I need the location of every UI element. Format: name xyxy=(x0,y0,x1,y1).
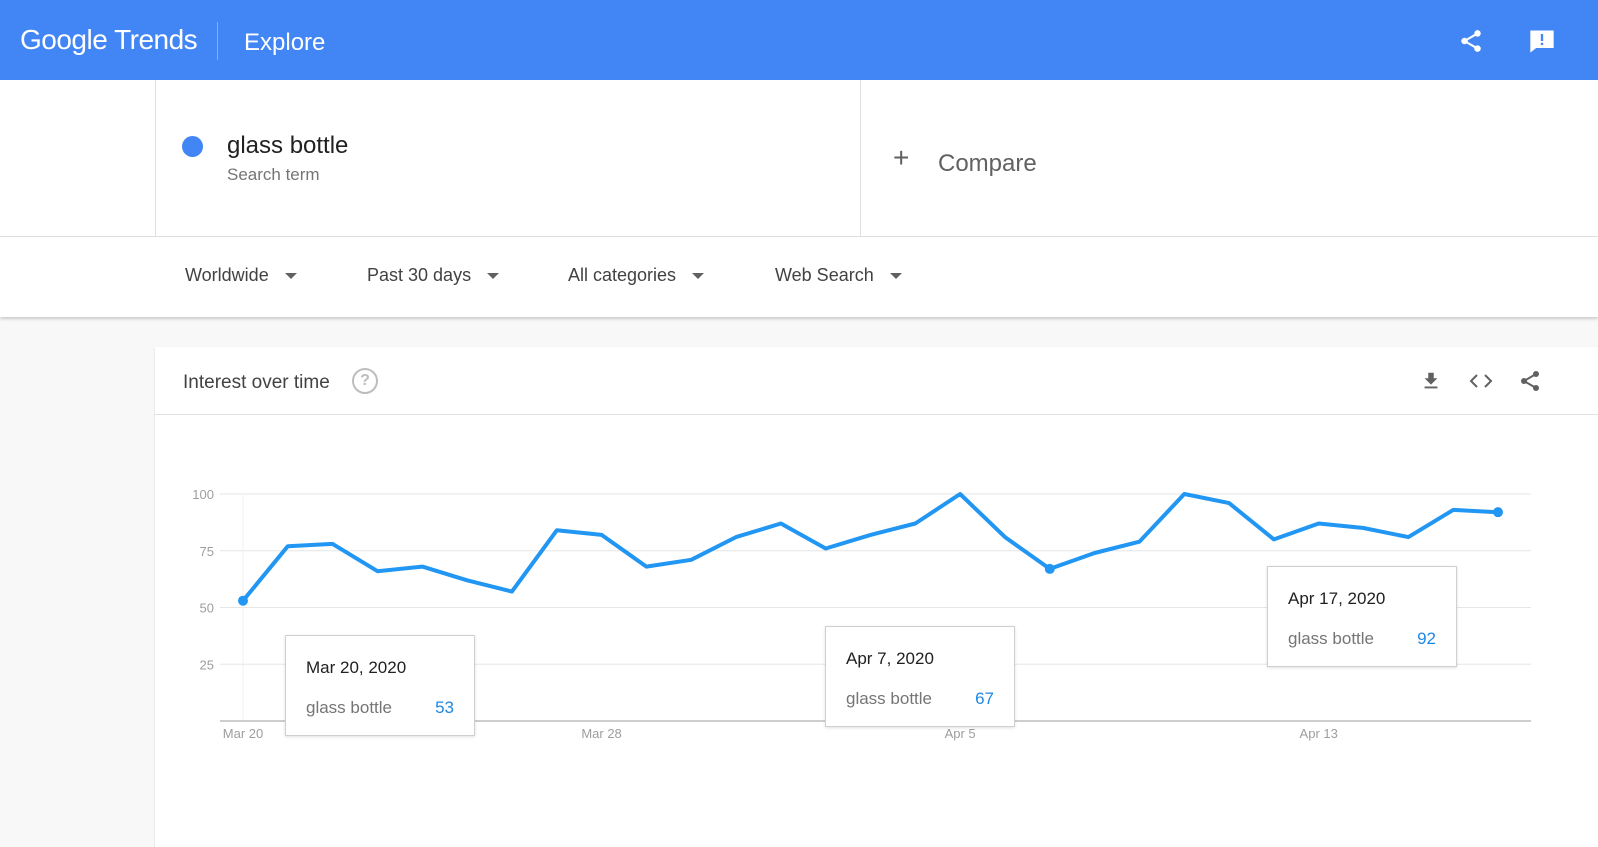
tooltip-date: Mar 20, 2020 xyxy=(306,658,407,677)
search-term-card[interactable]: glass bottle Search term xyxy=(155,80,861,237)
card-header: Interest over time ? xyxy=(155,347,1598,415)
dropdown-caret-icon xyxy=(692,272,705,279)
plus-icon: + xyxy=(893,142,910,173)
share-icon[interactable] xyxy=(1456,26,1486,56)
card-title: Interest over time xyxy=(183,372,330,393)
category-label: All categories xyxy=(568,265,677,285)
page-title: Explore xyxy=(244,29,326,56)
google-trends-logo[interactable]: Google Trends xyxy=(20,24,198,55)
region-dropdown[interactable]: Worldwide xyxy=(185,265,297,286)
search-type-dropdown[interactable]: Web Search xyxy=(775,265,902,286)
chart-tooltip: Apr 7, 2020 glass bottle 67 xyxy=(825,626,1015,727)
time-range-label: Past 30 days xyxy=(367,265,472,285)
dropdown-caret-icon xyxy=(284,272,297,279)
help-icon[interactable]: ? xyxy=(352,368,378,394)
tooltip-term: glass bottle xyxy=(1288,629,1374,648)
region-label: Worldwide xyxy=(185,265,269,285)
card-share-icon[interactable] xyxy=(1516,367,1544,395)
tooltip-date: Apr 17, 2020 xyxy=(1288,589,1386,608)
tooltip-value: 67 xyxy=(975,689,994,708)
compare-button[interactable]: + Compare xyxy=(861,80,1598,237)
term-color-dot xyxy=(182,136,203,157)
category-dropdown[interactable]: All categories xyxy=(568,265,705,286)
search-type-label: Web Search xyxy=(775,265,874,285)
header-divider xyxy=(217,22,218,60)
app-header: Google Trends Explore xyxy=(0,0,1598,80)
dropdown-caret-icon xyxy=(889,272,902,279)
chart-tooltip: Apr 17, 2020 glass bottle 92 xyxy=(1267,566,1457,667)
search-term-type: Search term xyxy=(227,165,320,184)
embed-icon[interactable] xyxy=(1467,367,1495,395)
search-terms-bar: glass bottle Search term + Compare xyxy=(0,80,1598,237)
tooltip-term: glass bottle xyxy=(846,689,932,708)
download-icon[interactable] xyxy=(1417,367,1445,395)
search-term-name[interactable]: glass bottle xyxy=(227,132,349,159)
tooltip-value: 53 xyxy=(435,698,454,717)
tooltip-term: glass bottle xyxy=(306,698,392,717)
tooltip-date: Apr 7, 2020 xyxy=(846,649,934,668)
compare-label: Compare xyxy=(938,150,1037,177)
chart-tooltip: Mar 20, 2020 glass bottle 53 xyxy=(285,635,475,736)
tooltip-value: 92 xyxy=(1417,629,1436,648)
dropdown-caret-icon xyxy=(487,272,500,279)
time-range-dropdown[interactable]: Past 30 days xyxy=(367,265,500,286)
feedback-icon[interactable] xyxy=(1527,26,1557,56)
filter-bar: Worldwide Past 30 days All categories We… xyxy=(0,237,1598,317)
